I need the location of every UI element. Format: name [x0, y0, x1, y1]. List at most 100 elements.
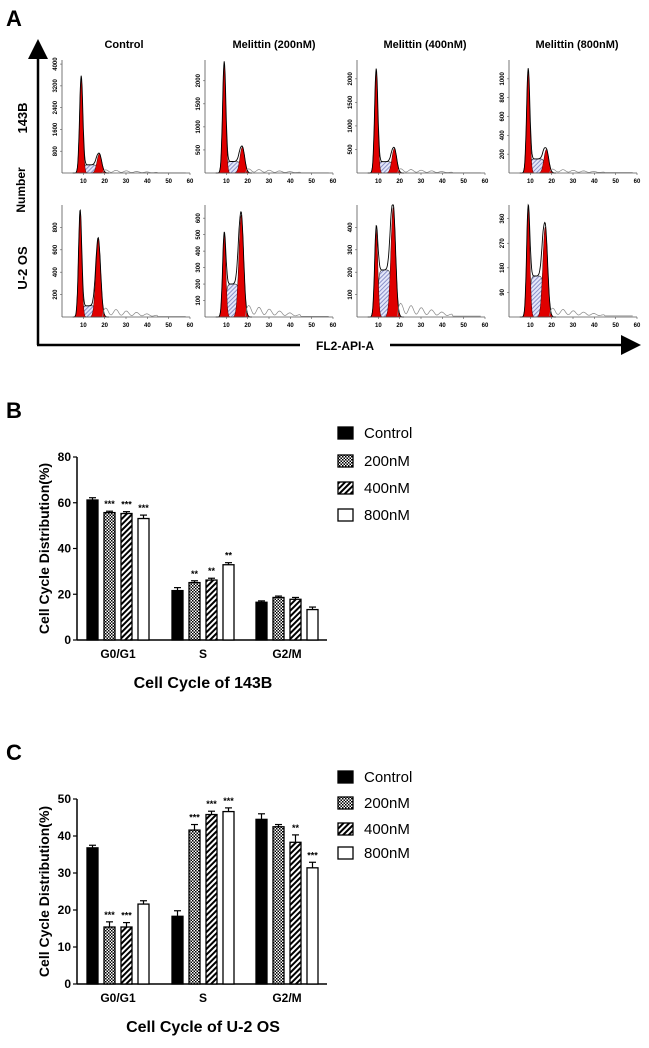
significance-marker: ***: [223, 796, 234, 806]
significance-marker: ***: [307, 850, 318, 860]
y-tick-label: 10: [58, 940, 72, 954]
y-tick-label: 1000: [196, 120, 202, 134]
legend-swatch: [337, 426, 354, 440]
bar: [255, 601, 268, 641]
y-tick-label: 30: [58, 866, 72, 880]
chart-title: Cell Cycle of 143B: [134, 675, 273, 692]
x-tick-label: 10: [80, 179, 87, 185]
histogram-plot: 10 20 30 40 50 60 100 200 300 400: [348, 204, 489, 329]
y-tick-label: 200: [348, 267, 354, 278]
g2-peak: [90, 238, 107, 318]
x-tick-label: 50: [460, 179, 467, 185]
x-tick-label: 60: [330, 179, 337, 185]
chart-title: Cell Cycle of U-2 OS: [126, 1019, 280, 1036]
histogram-plot: 10 20 30 40 50 60 500 1000 1500 2000: [348, 60, 489, 185]
debris-trace: [549, 307, 633, 317]
x-tick-label: 60: [187, 323, 194, 329]
x-tick-label: 10: [375, 179, 382, 185]
histogram-plot: 10 20 30 40 50 60 90 180 270 360: [500, 203, 641, 329]
y-tick-label: 0: [64, 633, 71, 647]
x-axis-label: FL2-API-A: [316, 339, 374, 353]
x-tick-label: 60: [187, 179, 194, 185]
y-tick-label: 1500: [196, 96, 202, 110]
y-tick-label: 40: [58, 542, 72, 556]
x-tick-label: 30: [570, 323, 577, 329]
y-tick-label: 270: [500, 238, 506, 249]
debris-trace: [397, 168, 481, 174]
bar: [171, 589, 184, 641]
x-tick-label: 20: [396, 323, 403, 329]
panel-a-label: A: [6, 6, 22, 31]
column-title: Melittin (200nM): [232, 39, 315, 51]
x-tick-label: G2/M: [272, 991, 301, 1005]
x-tick-label: 30: [123, 179, 130, 185]
y-tick-label: 800: [53, 222, 59, 233]
row-label-u2os: U-2 OS: [15, 246, 30, 290]
y-tick-label: 360: [500, 213, 506, 224]
significance-marker: **: [191, 569, 199, 579]
x-tick-label: 40: [439, 179, 446, 185]
x-tick-label: 20: [396, 179, 403, 185]
y-tick-label: 40: [58, 829, 72, 843]
histogram-plot: 10 20 30 40 50 60 200 400 600 800: [53, 205, 194, 329]
bar: [222, 564, 235, 641]
legend-label: Control: [364, 425, 412, 442]
x-tick-label: 60: [330, 323, 337, 329]
y-tick-label: 200: [53, 289, 59, 300]
significance-marker: ***: [121, 911, 132, 921]
legend-swatch: [337, 846, 354, 860]
x-tick-label: 20: [101, 323, 108, 329]
x-tick-label: 50: [612, 179, 619, 185]
total-fit-curve: [367, 204, 404, 318]
panel-c-label: C: [6, 740, 22, 765]
y-tick-label: 50: [58, 792, 72, 806]
x-tick-label: 50: [460, 323, 467, 329]
x-tick-label: 60: [634, 179, 641, 185]
y-tick-label: 1000: [500, 72, 506, 86]
y-tick-label: 200: [196, 278, 202, 289]
y-tick-label: 1600: [53, 122, 59, 136]
total-fit-curve: [215, 61, 252, 174]
y-tick-label: 100: [348, 289, 354, 300]
x-tick-label: 20: [548, 323, 555, 329]
legend-swatch: [337, 454, 354, 468]
x-tick-label: 50: [612, 323, 619, 329]
y-tick-label: 400: [500, 130, 506, 141]
y-axis-label: Number: [14, 167, 28, 213]
bar: [86, 847, 99, 985]
x-tick-label: 10: [80, 323, 87, 329]
bar: [103, 511, 116, 641]
x-tick-label: 10: [223, 179, 230, 185]
y-tick-label: 500: [348, 144, 354, 155]
significance-marker: **: [225, 551, 233, 561]
column-title: Control: [104, 39, 143, 51]
x-tick-label: 10: [375, 323, 382, 329]
bar-chart-u2os: 0 10 20 30 40 50 G0/G1 S G2/M Control *** *** 200nM *…: [36, 769, 412, 1036]
column-title: Melittin (400nM): [383, 39, 466, 51]
total-fit-curve: [367, 68, 404, 174]
bar: [289, 598, 302, 641]
x-tick-label: G2/M: [272, 647, 301, 661]
y-tick-label: 4000: [53, 57, 59, 71]
y-tick-label: 2400: [53, 100, 59, 114]
x-tick-label: 10: [223, 323, 230, 329]
bar: [137, 517, 150, 641]
y-tick-label: 800: [53, 146, 59, 157]
significance-marker: ***: [121, 500, 132, 510]
bar: [205, 813, 218, 985]
y-tick-label: 3200: [53, 79, 59, 93]
x-tick-label: G0/G1: [100, 647, 136, 661]
y-tick-label: 100: [196, 295, 202, 306]
significance-marker: **: [292, 823, 300, 833]
y-tick-label: 400: [348, 222, 354, 233]
x-tick-label: 20: [244, 323, 251, 329]
histogram-plot: 10 20 30 40 50 60 200 400 600 800 1000: [500, 60, 641, 185]
significance-marker: ***: [189, 813, 200, 823]
x-tick-label: 50: [308, 323, 315, 329]
legend-label: 800nM: [364, 507, 410, 524]
total-fit-curve: [72, 209, 109, 318]
x-tick-label: 60: [634, 323, 641, 329]
legend-label: Control: [364, 769, 412, 786]
bar: [103, 926, 116, 985]
bar: [171, 915, 184, 985]
